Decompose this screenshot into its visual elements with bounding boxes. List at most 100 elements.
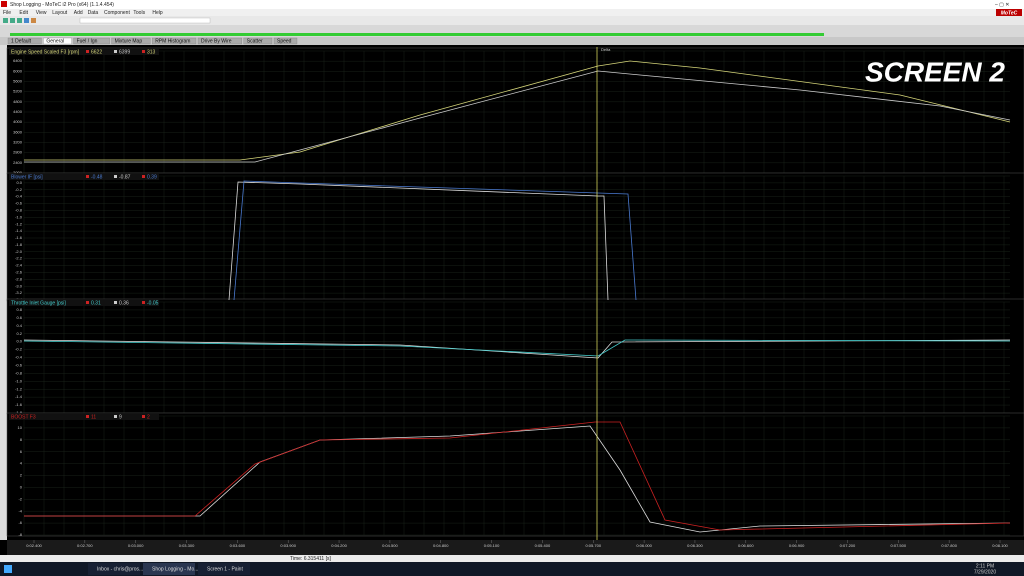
y-axis-label: -6 [18, 520, 22, 525]
readout-value: 11 [91, 414, 96, 420]
y-axis-label: 0.4 [16, 323, 22, 328]
readout-marker [86, 50, 89, 53]
channel-name: BOOST F3 [11, 414, 36, 420]
clock-date: 7/29/2020 [974, 569, 996, 575]
y-axis-label: 4 [20, 461, 23, 466]
y-axis-label: -2.2 [15, 256, 23, 261]
tab[interactable] [273, 37, 298, 45]
time-labels: 0:02.400 0:02.700 0:03.000 0:03.300 0:03.600… [26, 540, 1009, 548]
y-axis-label: -1.2 [15, 386, 23, 391]
menu-item[interactable]: View [36, 10, 47, 16]
y-axis-label: -2.8 [15, 276, 23, 281]
y-axis-label: 6000 [13, 68, 23, 73]
time-label: 0:03.000 [128, 543, 144, 548]
tab[interactable] [7, 37, 42, 45]
start-button[interactable] [4, 565, 12, 573]
tab[interactable] [111, 37, 151, 45]
y-axis-label: -4 [18, 508, 22, 513]
readout-value: 6399 [119, 49, 130, 55]
menu-item[interactable]: Data [88, 10, 99, 16]
channel-header [9, 300, 159, 306]
readout-value: 0.39 [147, 174, 157, 180]
y-axis-label: -1.8 [15, 410, 23, 415]
y-axis-label: 3200 [13, 140, 23, 145]
y-axis-label: 2800 [13, 150, 23, 155]
readout-value: -0.05 [147, 300, 159, 306]
readout-marker [114, 415, 117, 418]
y-axis-label: 6 [20, 449, 23, 454]
menu-item[interactable]: Layout [52, 10, 68, 16]
menu-item[interactable]: Add [74, 10, 83, 16]
time-label: 0:05.700 [585, 543, 601, 548]
tab[interactable] [197, 37, 242, 45]
menu-item[interactable]: Edit [19, 10, 28, 16]
readout-value: 2 [147, 414, 150, 420]
y-axis-label: -2.6 [15, 270, 23, 275]
y-axis-label: 4000 [13, 119, 23, 124]
pane [6, 412, 1024, 537]
tab[interactable] [43, 37, 72, 45]
tabs: 1 Default General Fuel / Ign Mixture Map RPM… [7, 37, 298, 45]
time-label: 0:04.800 [433, 543, 449, 548]
tab-bar [0, 37, 1024, 45]
tab-label: Scatter [247, 38, 263, 44]
menu-bar [0, 9, 1024, 16]
task-item[interactable] [198, 563, 250, 575]
task-item[interactable] [88, 563, 140, 575]
y-axis-label: -2 [18, 496, 22, 501]
y-axis-label: 0.0 [16, 180, 22, 185]
y-axis-label: -2.4 [15, 263, 23, 268]
y-axis-label: 8 [20, 437, 23, 442]
logo: MoTeC [1001, 10, 1018, 16]
toolbar-buttons[interactable] [3, 17, 211, 24]
y-axis-label: 2000 [13, 170, 23, 175]
window-title: Shop Logging - MoTeC i2 Pro (x64) (1.1.4… [10, 2, 114, 8]
channel-header [9, 174, 159, 180]
readout-marker [114, 301, 117, 304]
y-axis-label: -0.8 [15, 208, 23, 213]
menu-item[interactable]: Component [104, 10, 130, 16]
y-axis-label: -1.4 [15, 394, 23, 399]
graph-area: 6800640060005600520048004400400036003200… [6, 47, 1024, 537]
time-label: 0:02.400 [26, 543, 42, 548]
y-axis-label: -0.2 [15, 187, 23, 192]
taskbar-items: Inbox - chris@pros... Shop Logging - Mo..… [4, 563, 250, 575]
toolbar [0, 16, 1024, 25]
menu-item[interactable]: File [3, 10, 11, 16]
y-axis-label: -3.0 [15, 283, 23, 288]
pane [6, 298, 1024, 415]
taskbar [0, 562, 1024, 576]
y-axis-label: 5600 [13, 79, 23, 84]
title-bar [0, 0, 1024, 9]
readout-marker [86, 175, 89, 178]
time-label: 0:03.300 [179, 543, 195, 548]
menu: File Edit View Layout Add Data Component Tools H… [3, 10, 163, 16]
y-axis-label: -0.8 [15, 370, 23, 375]
y-axis-label: -1.4 [15, 228, 23, 233]
menu-item[interactable]: Help [152, 10, 163, 16]
menu-item[interactable]: Tools [133, 10, 145, 16]
y-axis-label: 0 [20, 484, 23, 489]
pane [6, 172, 1024, 302]
app-icon [1, 1, 7, 7]
readout-value: 6622 [91, 49, 102, 55]
cursor-label: Delta [601, 47, 611, 52]
y-axis-label: -1.0 [15, 214, 23, 219]
tab[interactable] [73, 37, 110, 45]
time-label: 0:04.500 [382, 543, 398, 548]
tab[interactable] [152, 37, 197, 45]
tab-label: Fuel / Ign [77, 38, 98, 44]
window-controls[interactable]: – ▢ ✕ [995, 2, 1009, 8]
readout-value: 0.36 [119, 300, 129, 306]
y-axis-label: -3.2 [15, 290, 23, 295]
task-item[interactable] [143, 563, 195, 575]
y-axis-label: 6400 [13, 58, 23, 63]
time-label: 0:03.600 [230, 543, 246, 548]
channel-header [9, 414, 159, 420]
tab[interactable] [243, 37, 273, 45]
y-axis-label: -1.6 [15, 235, 23, 240]
logo-box [996, 9, 1022, 17]
readout-marker [142, 175, 145, 178]
y-axis-label: 0.6 [16, 315, 22, 320]
